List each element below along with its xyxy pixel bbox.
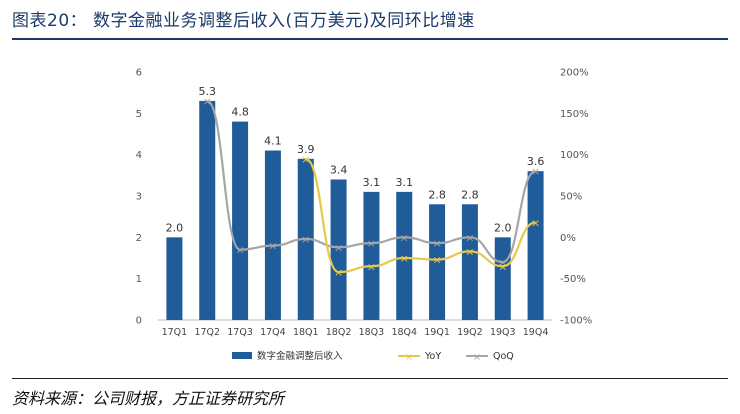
bar [330, 179, 347, 320]
bar-value-label: 2.0 [166, 221, 184, 234]
category-label: 18Q1 [293, 327, 319, 338]
legend-label-revenue: 数字金融调整后收入 [257, 350, 343, 362]
yoy-point: × [301, 153, 310, 166]
left-tick-label: 0 [136, 316, 142, 327]
legend: 数字金融调整后收入 × YoY × QoQ [232, 350, 514, 363]
legend-label-qoq: QoQ [493, 351, 514, 362]
source-divider [12, 378, 728, 379]
bar [527, 171, 544, 320]
left-tick-label: 1 [136, 274, 142, 285]
yoy-point: × [498, 260, 507, 273]
qoq-point: × [498, 256, 507, 269]
category-label: 18Q3 [359, 327, 385, 338]
right-axis: -100% -50% 0% 50% 100% 150% 200% [560, 68, 592, 327]
left-axis: 0 1 2 3 4 5 6 [136, 68, 142, 327]
category-label: 19Q4 [523, 327, 549, 338]
bar-series [166, 100, 544, 320]
legend-swatch-revenue [232, 352, 252, 359]
right-tick-label: 150% [560, 109, 589, 120]
bar-value-label: 3.4 [330, 163, 348, 176]
legend-marker-qoq: × [473, 352, 481, 363]
right-tick-label: 100% [560, 150, 589, 161]
qoq-line [206, 99, 537, 264]
yoy-point: × [400, 252, 409, 265]
qoq-point: × [268, 240, 277, 253]
category-axis: 17Q1 17Q2 17Q3 17Q4 18Q1 18Q2 18Q3 18Q4 19Q1 19Q2… [162, 327, 549, 338]
qoq-point: × [203, 95, 212, 108]
category-label: 18Q2 [326, 327, 352, 338]
right-tick-label: -100% [560, 316, 592, 327]
right-tick-label: -50% [560, 274, 586, 285]
bar-value-label: 3.1 [396, 176, 414, 189]
qoq-point: × [235, 244, 244, 257]
legend-label-yoy: YoY [424, 351, 441, 362]
left-tick-label: 5 [136, 109, 142, 120]
right-tick-label: 0% [560, 233, 576, 244]
category-label: 19Q2 [457, 327, 483, 338]
left-tick-label: 2 [136, 233, 142, 244]
yoy-line [305, 157, 536, 274]
bar-value-label: 3.1 [363, 176, 381, 189]
qoq-point: × [367, 237, 376, 250]
bar [429, 204, 446, 320]
source-note: 资料来源：公司财报，方正证券研究所 [12, 389, 285, 408]
bar [494, 237, 511, 320]
yoy-point: × [367, 260, 376, 273]
left-tick-label: 4 [136, 150, 142, 161]
category-label: 17Q2 [194, 327, 220, 338]
bar-value-label: 3.9 [297, 143, 315, 156]
qoq-point: × [400, 231, 409, 244]
qoq-point: × [465, 231, 474, 244]
bar-value-label: 4.8 [231, 106, 249, 119]
left-tick-label: 3 [136, 192, 142, 203]
bar [264, 150, 281, 320]
bar [461, 204, 478, 320]
bar-value-label: 2.8 [428, 188, 446, 201]
bar-value-label: 4.1 [264, 135, 282, 148]
yoy-point: × [531, 216, 540, 229]
qoq-point: × [531, 165, 540, 178]
category-label: 18Q4 [391, 327, 417, 338]
right-tick-label: 50% [560, 192, 582, 203]
category-label: 19Q3 [490, 327, 516, 338]
bar [232, 121, 249, 320]
yoy-point: × [432, 254, 441, 267]
bar [166, 237, 183, 320]
bar-value-label: 5.3 [199, 85, 217, 98]
line-series: ×× ××× × × × ××××× ×× ×××× [203, 95, 541, 279]
qoq-point: × [432, 237, 441, 250]
bar-value-label: 3.6 [527, 155, 545, 168]
left-tick-label: 6 [136, 68, 142, 79]
bar [363, 191, 380, 320]
category-label: 17Q4 [260, 327, 286, 338]
qoq-point: × [301, 233, 310, 246]
right-tick-label: 200% [560, 68, 589, 79]
bar-data-labels: 2.0 5.3 4.8 4.1 3.9 3.4 3.1 3.1 2.8 2.8 2.0 3.6 [166, 85, 545, 234]
category-label: 19Q1 [424, 327, 450, 338]
legend-marker-yoy: × [405, 352, 413, 363]
revenue-chart: 0 1 2 3 4 5 6 -100% -50% 0% 50% 100% 150% 200% 2.0 5.… [136, 68, 593, 364]
category-label: 17Q1 [162, 327, 188, 338]
yoy-point: × [465, 245, 474, 258]
bar [396, 191, 413, 320]
figure-title: 图表20： 数字金融业务调整后收入(百万美元)及同环比增速 [12, 11, 475, 31]
title-divider [12, 38, 728, 40]
yoy-point: × [334, 266, 343, 279]
bar-value-label: 2.8 [461, 188, 479, 201]
category-label: 17Q3 [227, 327, 253, 338]
qoq-point: × [334, 241, 343, 254]
bar [199, 100, 216, 320]
bar-value-label: 2.0 [494, 221, 512, 234]
